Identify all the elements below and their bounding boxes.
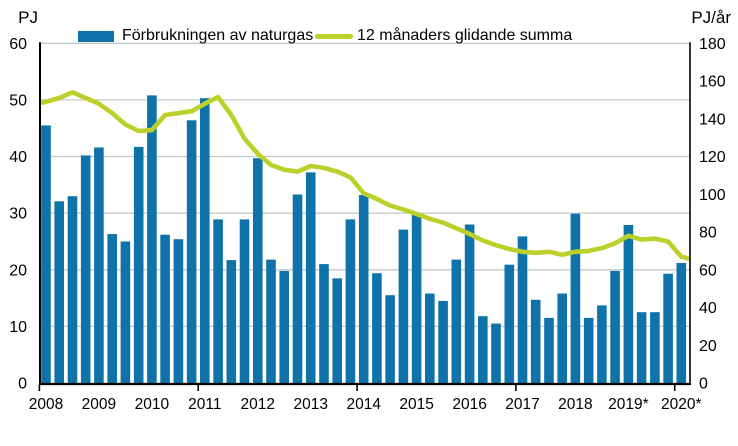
y-axis-label-right: 40 [699,300,717,317]
consumption-bar [173,239,184,383]
consumption-bar [80,155,91,383]
y-axis-label-right: 60 [699,262,717,279]
x-axis-label: 2016 [452,396,486,413]
left-axis-unit-label: PJ [18,8,38,27]
x-axis-label: 2012 [241,396,275,413]
consumption-bar [650,312,660,383]
consumption-bar [319,264,329,383]
consumption-bar [623,225,634,383]
x-axis-label: 2014 [346,396,381,413]
consumption-bar [226,260,237,383]
consumption-bar [663,273,673,383]
y-axis-label-left: 50 [9,92,27,109]
consumption-bar [491,323,501,383]
consumption-bar [41,125,51,384]
consumption-bar [345,219,356,383]
y-axis-label-left: 60 [9,36,27,53]
consumption-bar [398,229,409,383]
consumption-bar [305,172,316,383]
y-axis-label-right: 120 [699,149,726,166]
consumption-bar [451,259,462,383]
x-axis-label: 2020* [661,396,702,413]
x-axis-label: 2019* [608,396,649,413]
consumption-bar [438,300,448,383]
x-axis-label: 2017 [505,396,539,413]
consumption-bar [67,196,78,383]
consumption-bar [570,213,581,383]
y-axis-label-left: 0 [18,376,27,393]
consumption-bar [385,295,395,383]
x-axis-label: 2010 [135,396,170,413]
x-axis-label: 2008 [29,396,63,413]
consumption-bar [94,147,104,383]
consumption-bar [266,259,276,383]
consumption-bar [530,299,541,383]
consumption-bar [597,305,607,383]
consumption-bar [557,293,567,383]
consumption-bar [544,317,554,383]
consumption-bar [239,219,250,383]
x-axis-label: 2011 [188,396,221,413]
y-axis-label-right: 20 [699,338,717,355]
consumption-bar [636,312,647,383]
consumption-bar [107,234,117,383]
y-axis-label-left: 20 [9,262,27,279]
consumption-bar [253,158,263,383]
consumption-bar [332,278,342,383]
consumption-bar [292,194,303,383]
y-axis-label-right: 0 [699,376,708,393]
x-axis-label: 2009 [82,396,116,413]
x-axis-label: 2018 [558,396,592,413]
moving-sum-line [38,90,691,261]
y-axis-label-right: 100 [699,187,726,204]
x-axis-label: 2013 [293,396,327,413]
consumption-bar [186,120,197,384]
consumption-bar [610,270,620,383]
consumption-bar [425,293,435,383]
x-axis-label: 2015 [399,396,433,413]
consumption-bar [200,98,210,383]
consumption-bar [464,224,475,383]
y-axis-label-right: 180 [699,36,726,53]
y-axis-label-left: 10 [9,319,27,336]
consumption-bar [358,195,369,383]
consumption-bar [213,219,223,383]
consumption-bar [133,146,144,383]
consumption-bar [583,317,594,383]
consumption-bar [504,264,515,383]
y-axis-label-left: 30 [9,206,27,223]
consumption-bar [411,214,422,383]
consumption-bar [54,201,64,383]
y-axis-label-right: 160 [699,74,726,91]
consumption-bar [279,270,289,383]
consumption-bar [676,263,687,383]
consumption-bar [147,95,157,384]
consumption-bar [120,241,131,383]
consumption-bar [478,316,488,383]
consumption-bar [372,273,382,383]
consumption-bar [517,236,528,383]
y-axis-label-right: 80 [699,225,717,242]
right-axis-unit-label: PJ/år [691,8,731,27]
y-axis-label-right: 140 [699,111,726,128]
y-axis-label-left: 40 [9,149,27,166]
consumption-bar [160,234,170,383]
